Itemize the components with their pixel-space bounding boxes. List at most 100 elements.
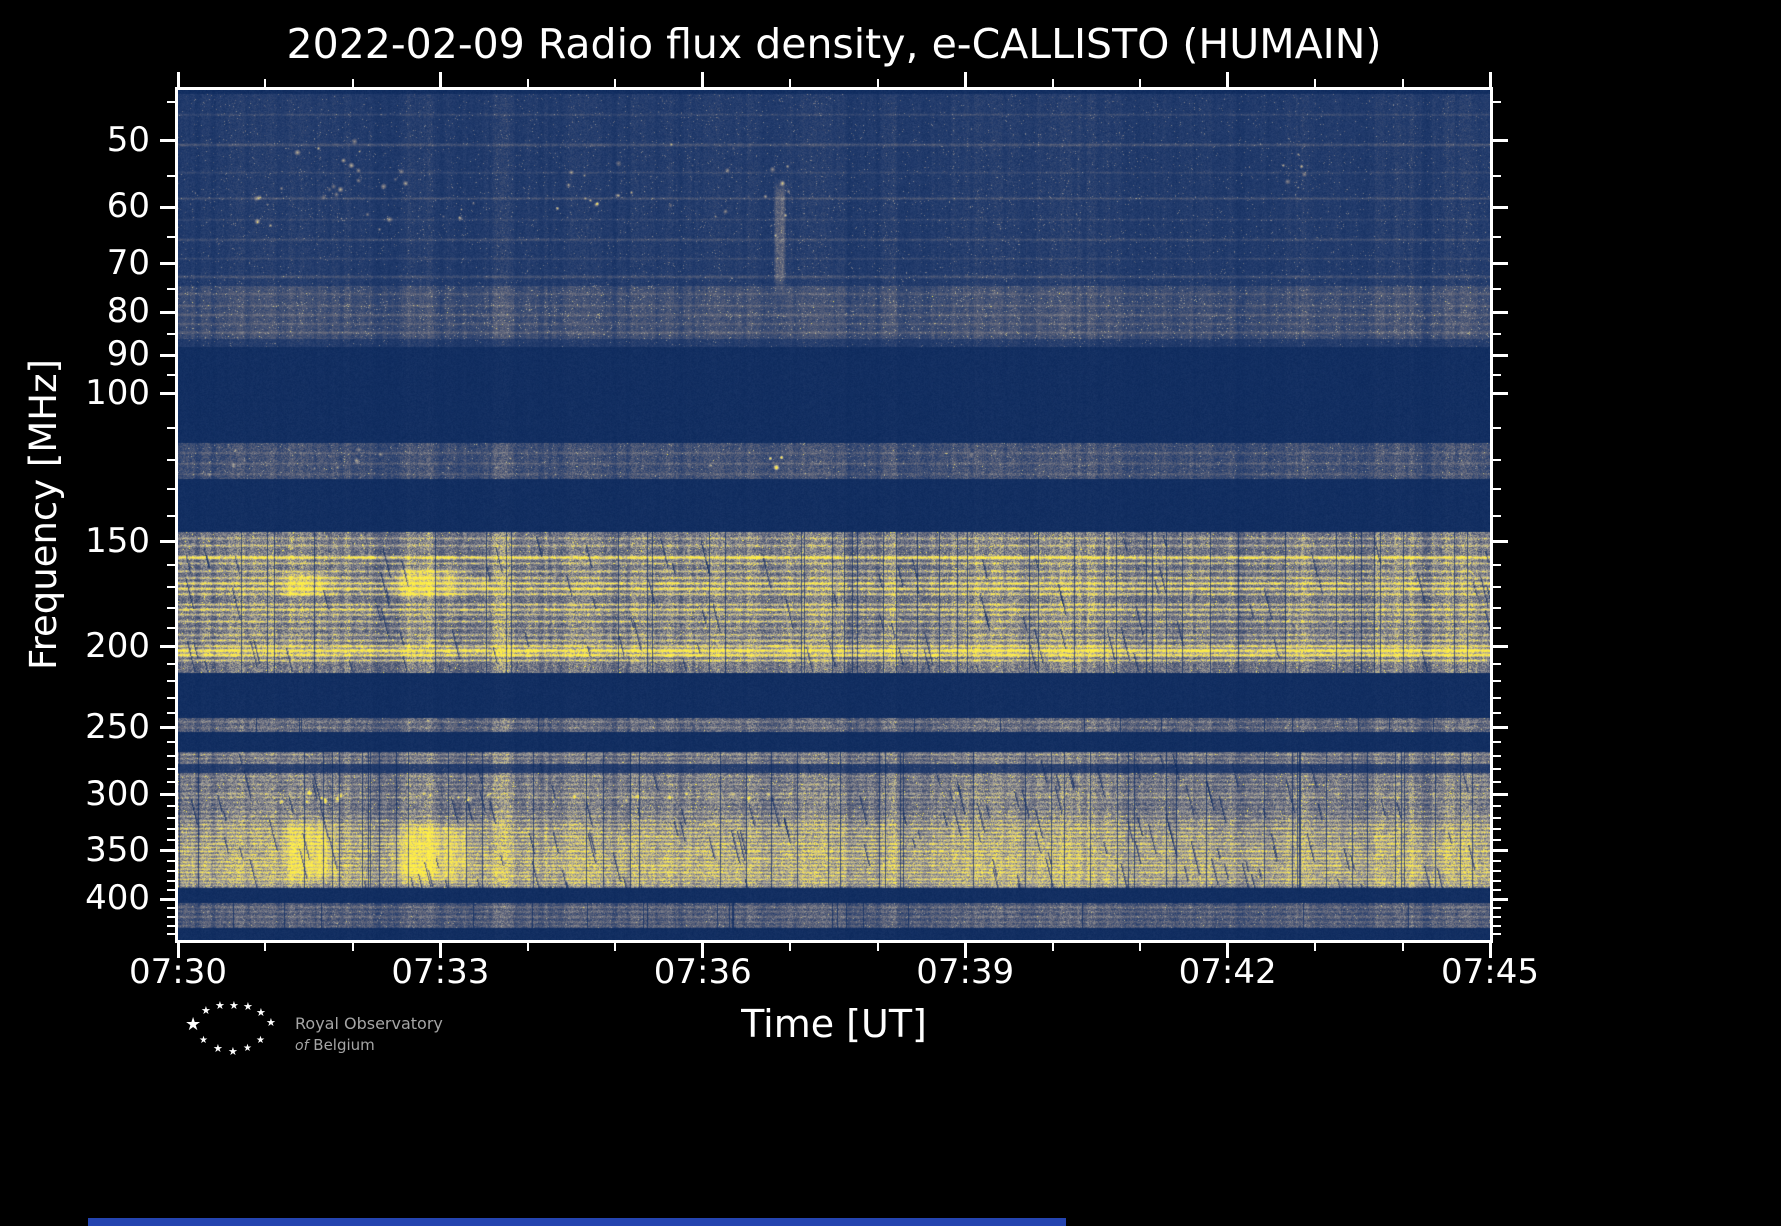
y-major-tick <box>160 392 175 396</box>
y-tick-label: 150 <box>85 520 150 561</box>
star-icon: ★ <box>266 1016 276 1029</box>
x-major-tick <box>963 72 967 87</box>
x-minor-tick <box>614 943 617 951</box>
y-major-tick <box>1493 310 1508 314</box>
x-major-tick <box>1226 72 1230 87</box>
y-major-tick <box>160 262 175 266</box>
x-tick-label: 07:33 <box>391 952 490 992</box>
y-minor-tick <box>167 879 175 882</box>
y-minor-tick <box>1493 663 1501 666</box>
y-tick-label: 80 <box>106 291 150 332</box>
y-minor-tick <box>1493 564 1501 567</box>
y-minor-tick <box>167 101 175 104</box>
star-icon: ★ <box>228 1045 238 1058</box>
x-major-tick <box>438 72 442 87</box>
x-minor-tick <box>1401 79 1404 87</box>
y-minor-tick <box>167 741 175 744</box>
star-icon: ★ <box>256 1035 265 1046</box>
y-major-tick <box>1493 205 1508 209</box>
x-tick-label: 07:42 <box>1178 952 1277 992</box>
x-minor-tick <box>264 943 267 951</box>
y-minor-tick <box>1493 817 1501 820</box>
y-major-tick <box>1493 392 1508 396</box>
y-minor-tick <box>167 755 175 758</box>
y-major-tick <box>160 897 175 901</box>
x-tick-label: 07:36 <box>653 952 752 992</box>
y-minor-tick <box>167 817 175 820</box>
y-minor-tick <box>1493 333 1501 336</box>
star-icon: ★ <box>229 999 239 1012</box>
y-minor-tick <box>1493 235 1501 238</box>
x-minor-tick <box>351 79 354 87</box>
y-major-tick <box>1493 353 1508 357</box>
y-major-tick <box>160 540 175 544</box>
y-minor-tick <box>167 696 175 699</box>
y-minor-tick <box>1493 860 1501 863</box>
y-minor-tick <box>167 564 175 567</box>
y-minor-tick <box>167 373 175 376</box>
x-minor-tick <box>1314 79 1317 87</box>
x-tick-label: 07:45 <box>1441 952 1539 992</box>
y-minor-tick <box>167 488 175 491</box>
y-minor-tick <box>167 427 175 430</box>
y-minor-tick <box>1493 459 1501 462</box>
logo-text-belgium: Belgium <box>313 1036 375 1054</box>
y-tick-label: 70 <box>106 242 150 283</box>
y-major-tick <box>1493 793 1508 796</box>
y-minor-tick <box>1493 924 1501 927</box>
x-major-tick <box>438 943 442 958</box>
y-minor-tick <box>167 680 175 683</box>
y-minor-tick <box>1493 712 1501 715</box>
star-icon: ★ <box>201 1004 211 1017</box>
y-minor-tick <box>167 663 175 666</box>
logo-text-line1: Royal Observatory <box>295 1014 443 1033</box>
y-minor-tick <box>167 712 175 715</box>
star-icon: ★ <box>243 1043 252 1054</box>
y-minor-tick <box>1493 174 1501 177</box>
x-tick-label: 07:30 <box>129 952 227 992</box>
y-minor-tick <box>1493 680 1501 683</box>
y-tick-label: 50 <box>106 119 150 160</box>
x-minor-tick <box>1051 943 1054 951</box>
y-minor-tick <box>167 828 175 831</box>
y-minor-tick <box>1493 626 1501 629</box>
star-icon: ★ <box>199 1035 208 1046</box>
x-minor-tick <box>1401 943 1404 951</box>
y-tick-label: 250 <box>85 706 150 747</box>
rob-logo: ★ ★ ★ ★ ★ ★ ★ ★ ★ ★ ★ ★ Royal Observator… <box>183 1000 603 1075</box>
star-icon: ★ <box>213 1042 223 1055</box>
y-minor-tick <box>1493 607 1501 610</box>
y-minor-tick <box>167 333 175 336</box>
y-minor-tick <box>167 870 175 873</box>
y-tick-label: 200 <box>85 625 150 666</box>
y-minor-tick <box>167 860 175 863</box>
y-major-tick <box>160 353 175 357</box>
y-minor-tick <box>167 174 175 177</box>
x-minor-tick <box>264 79 267 87</box>
y-major-tick <box>1493 540 1508 544</box>
y-minor-tick <box>167 459 175 462</box>
y-major-tick <box>1493 849 1508 853</box>
y-tick-label: 60 <box>106 186 150 227</box>
x-major-tick <box>176 72 180 87</box>
y-major-tick <box>1493 262 1508 266</box>
y-major-tick <box>160 726 175 730</box>
x-minor-tick <box>789 943 792 951</box>
y-tick-label: 90 <box>106 334 150 375</box>
x-minor-tick <box>1314 943 1317 951</box>
x-minor-tick <box>1051 79 1054 87</box>
y-minor-tick <box>1493 488 1501 491</box>
y-minor-tick <box>1493 586 1501 589</box>
y-major-tick <box>1493 897 1508 901</box>
x-major-tick <box>701 943 705 958</box>
y-minor-tick <box>167 287 175 290</box>
y-minor-tick <box>1493 870 1501 873</box>
spectrogram-canvas <box>178 90 1490 940</box>
x-major-tick <box>176 943 180 958</box>
y-minor-tick <box>1493 889 1501 892</box>
y-minor-tick <box>167 768 175 771</box>
y-minor-tick <box>1493 755 1501 758</box>
x-minor-tick <box>614 79 617 87</box>
y-major-tick <box>160 310 175 314</box>
